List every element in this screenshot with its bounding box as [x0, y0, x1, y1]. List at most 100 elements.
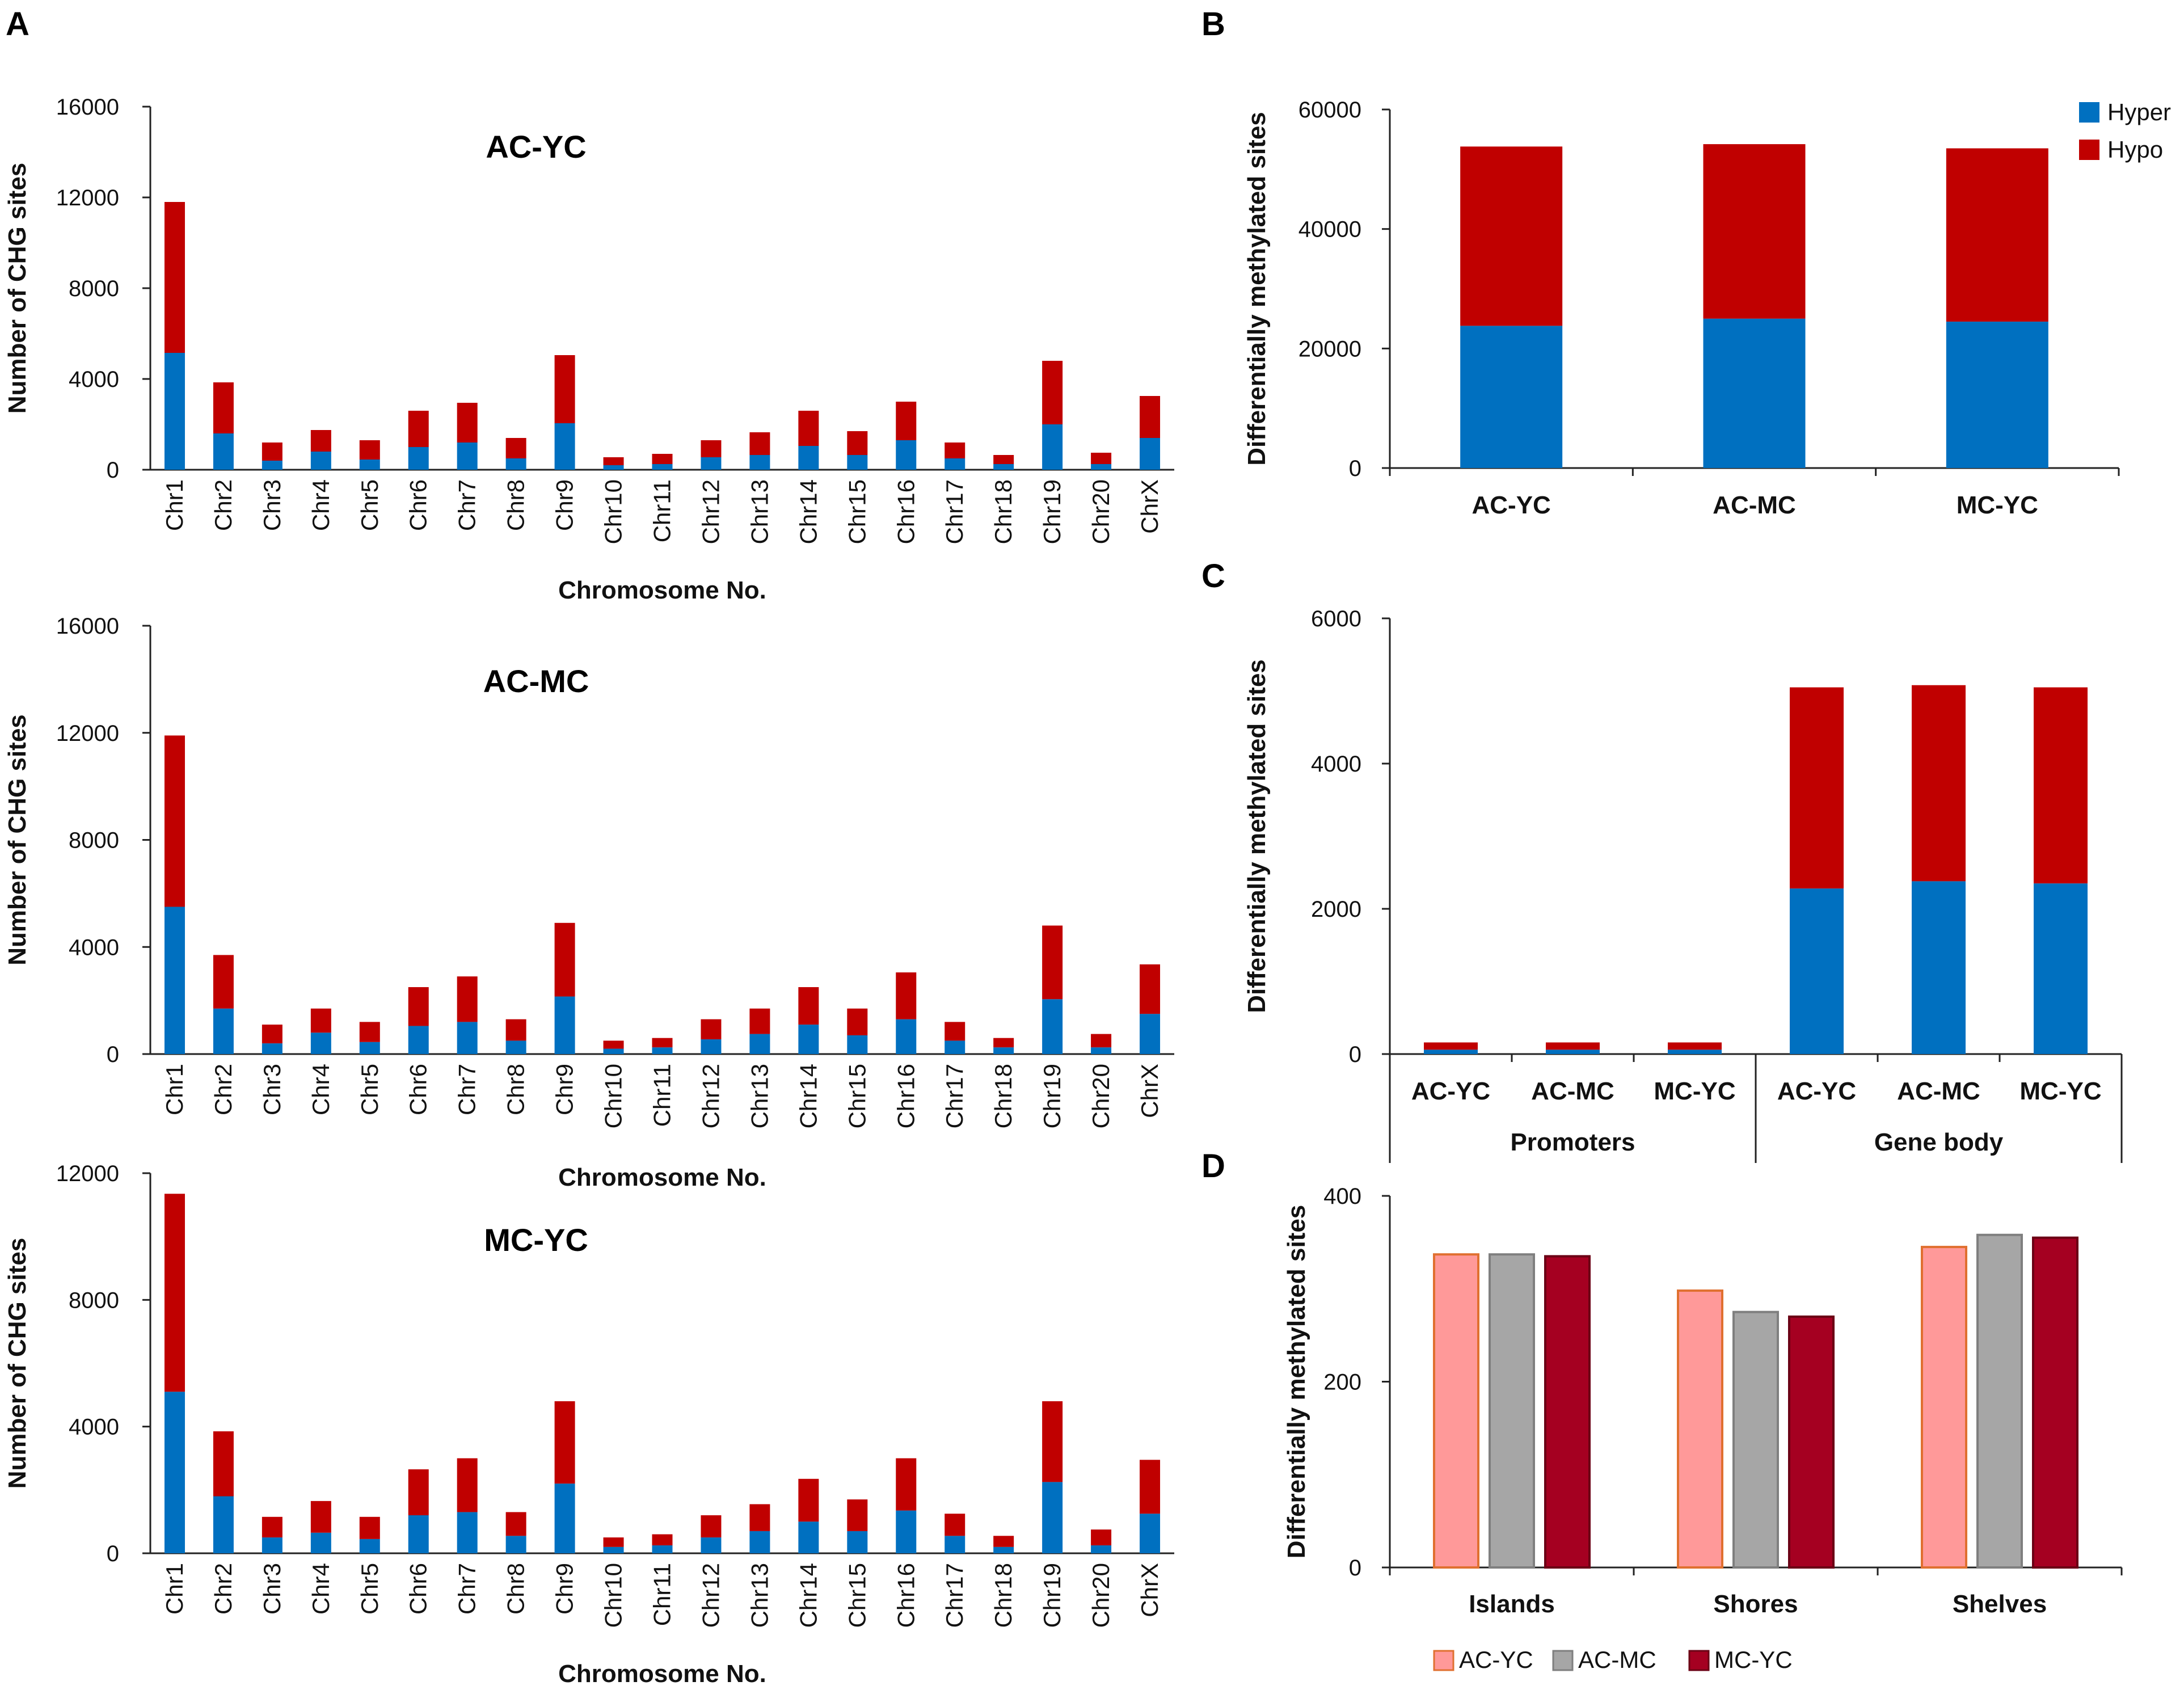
bar-hyper-chr9 [554, 1484, 575, 1553]
bar-hypo-chr9 [554, 922, 575, 997]
x-tick-label: MC-YC [1957, 491, 2038, 519]
x-tick-label: Chr6 [405, 1563, 432, 1615]
y-tick-label: 12000 [56, 1161, 119, 1186]
y-tick-label: 16000 [56, 95, 119, 120]
bar-hyper-chr19 [1042, 999, 1063, 1054]
legend-label-hypo: Hypo [2107, 136, 2163, 163]
y-tick-label: 20000 [1298, 336, 1361, 361]
bar-hyper-ac-yc [1790, 888, 1844, 1054]
y-tick-label: 60000 [1298, 98, 1361, 123]
x-tick-label: Chr16 [892, 1064, 919, 1128]
x-tick-label: Chr8 [503, 1563, 529, 1615]
x-tick-label: AC-MC [1713, 491, 1796, 519]
x-tick-label: ChrX [1136, 1064, 1163, 1118]
bar-hypo-chr12 [701, 440, 722, 457]
y-tick-label: 16000 [56, 614, 119, 639]
x-tick-label: MC-YC [1654, 1077, 1735, 1105]
bar-hypo-chr18 [993, 1038, 1014, 1048]
x-tick-label: Chr15 [844, 1064, 870, 1128]
x-axis-title: Chromosome No. [558, 576, 766, 604]
bar-hyper-chr5 [359, 1042, 380, 1054]
x-tick-label: Chr9 [551, 1064, 578, 1115]
bar-hypo-ac-yc [1460, 146, 1563, 326]
y-tick-label: 0 [1349, 1556, 1361, 1581]
bar-hyper-chr12 [701, 457, 722, 470]
chart-title: AC-MC [483, 663, 589, 699]
bar-hypo-chr8 [505, 1512, 526, 1536]
bar-hyper-chr5 [359, 1539, 380, 1553]
bar-hyper-chr8 [505, 1040, 526, 1054]
y-tick-label: 0 [107, 1541, 119, 1566]
bar-hyper-ac-yc [1424, 1050, 1478, 1054]
x-tick-label: Chr7 [454, 1563, 480, 1615]
bar-hyper-chr16 [896, 440, 917, 470]
x-tick-label: Chr3 [259, 1563, 285, 1615]
x-tick-label: Chr8 [503, 1064, 529, 1115]
x-tick-label: Chr7 [454, 1064, 480, 1115]
bar-hyper-chr15 [847, 1531, 868, 1553]
x-tick-label: Shores [1713, 1590, 1798, 1618]
bar-hyper-chr16 [896, 1510, 917, 1553]
chart-title: MC-YC [484, 1222, 588, 1258]
bar-hypo-chr14 [798, 1478, 819, 1522]
x-tick-label: Chr10 [600, 1563, 627, 1628]
bar-hyper-chr3 [262, 1043, 283, 1054]
bar-ac-yc-islands [1433, 1253, 1479, 1569]
bar-hypo-chr3 [262, 1516, 283, 1538]
x-tick-label: ChrX [1136, 479, 1163, 534]
y-tick-label: 0 [107, 458, 119, 483]
bar-hypo-chr3 [262, 442, 283, 461]
bar-hypo-chr3 [262, 1025, 283, 1044]
bar-hyper-chrx [1140, 1514, 1161, 1553]
x-tick-label: Chr10 [600, 479, 627, 544]
bar-hypo-chr19 [1042, 925, 1063, 1000]
bar-hypo-chr17 [945, 1514, 965, 1536]
bar-hyper-chr6 [408, 1026, 429, 1054]
x-tick-label: Chr8 [503, 479, 529, 531]
x-tick-label: MC-YC [2019, 1077, 2101, 1105]
bar-hyper-chr14 [798, 1025, 819, 1054]
y-tick-label: 40000 [1298, 217, 1361, 242]
bar-hyper-chr2 [213, 1008, 234, 1054]
x-tick-label: AC-YC [1411, 1077, 1490, 1105]
x-tick-label: Chr6 [405, 1064, 432, 1115]
bar-ac-yc-shelves [1921, 1246, 1967, 1569]
x-tick-label: Chr16 [892, 479, 919, 544]
bar-hypo-chr17 [945, 1022, 965, 1041]
bar-hypo-chr17 [945, 442, 965, 458]
bar-hypo-chr14 [798, 987, 819, 1025]
x-tick-label: Chr14 [795, 479, 821, 544]
x-tick-label: Chr15 [844, 1563, 870, 1628]
bar-hyper-chr3 [262, 461, 283, 470]
y-tick-label: 12000 [56, 721, 119, 746]
bar-hyper-chr12 [701, 1039, 722, 1054]
x-tick-label: Chr13 [746, 1064, 773, 1128]
bar-hypo-chr16 [896, 972, 917, 1019]
bar-hyper-chr12 [701, 1537, 722, 1553]
bar-hypo-chr15 [847, 1008, 868, 1035]
x-tick-label: Chr20 [1087, 1563, 1114, 1628]
x-tick-label: Chr13 [746, 479, 773, 544]
bar-hyper-chr3 [262, 1537, 283, 1553]
y-tick-label: 4000 [69, 935, 119, 960]
bar-hyper-chr20 [1091, 464, 1112, 470]
x-tick-label: Chr4 [307, 479, 334, 531]
x-tick-label: Chr19 [1039, 1064, 1065, 1128]
x-tick-label: AC-MC [1897, 1077, 1980, 1105]
x-tick-label: Chr20 [1087, 479, 1114, 544]
y-axis-title: Differentially methylated sites [1243, 112, 1271, 466]
bar-hyper-chr17 [945, 1536, 965, 1553]
y-tick-label: 2000 [1311, 897, 1361, 922]
bar-hyper-chr20 [1091, 1545, 1112, 1553]
bar-hyper-chr14 [798, 1522, 819, 1553]
bar-hypo-chr9 [554, 1401, 575, 1484]
x-tick-label: AC-MC [1531, 1077, 1614, 1105]
bar-hypo-chr2 [213, 382, 234, 433]
bar-hyper-chr8 [505, 458, 526, 470]
bar-hypo-chr8 [505, 438, 526, 458]
x-tick-label: Chr12 [697, 1064, 724, 1128]
bar-hypo-chr20 [1091, 1529, 1112, 1546]
x-tick-label: Chr11 [649, 1064, 676, 1127]
bar-hyper-chr7 [457, 1022, 478, 1054]
x-tick-label: Chr4 [307, 1563, 334, 1615]
